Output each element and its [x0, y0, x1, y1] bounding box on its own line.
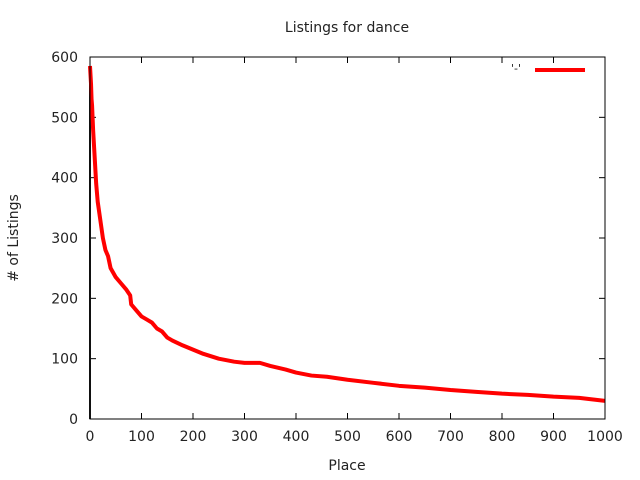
y-axis-label: # of Listings	[6, 194, 22, 282]
chart-title: Listings for dance	[285, 20, 409, 36]
x-tick-label: 200	[180, 429, 207, 445]
y-tick-label: 600	[51, 50, 78, 66]
x-tick-label: 0	[86, 429, 95, 445]
x-tick-label: 100	[128, 429, 155, 445]
y-tick-label: 100	[51, 352, 78, 368]
x-tick-label: 900	[540, 429, 567, 445]
x-tick-label: 1000	[587, 429, 623, 445]
y-tick-label: 300	[51, 231, 78, 247]
x-tick-label: 700	[437, 429, 464, 445]
legend: '-'	[511, 62, 585, 75]
y-tick-label: 200	[51, 291, 78, 307]
x-tick-label: 800	[489, 429, 516, 445]
axis-ticks: 0 100 200 300 400 500 600 700 800 900 1000 0 100 200 3…	[51, 50, 623, 445]
plot-frame	[89, 56, 606, 420]
series-layer	[88, 65, 606, 419]
y-tick-label: 400	[51, 171, 78, 187]
x-axis-label: Place	[328, 458, 365, 474]
x-tick-label: 300	[231, 429, 258, 445]
x-tick-label: 600	[386, 429, 413, 445]
series-line	[88, 65, 606, 403]
y-tick-label: 0	[69, 412, 78, 428]
x-tick-label: 500	[334, 429, 361, 445]
x-tick-label: 400	[283, 429, 310, 445]
legend-label: '-'	[511, 62, 521, 75]
y-tick-label: 500	[51, 110, 78, 126]
